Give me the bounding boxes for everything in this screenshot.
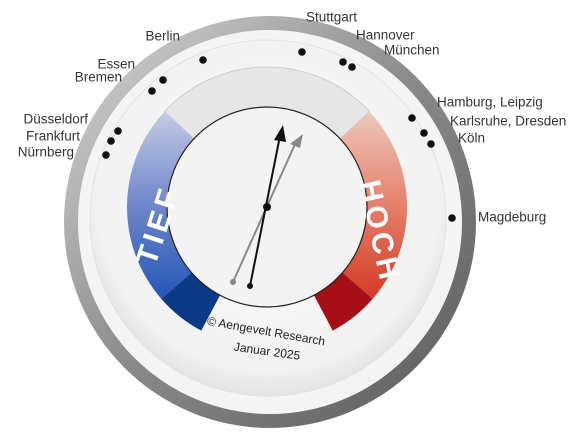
city-label: Stuttgart (306, 10, 357, 25)
city-dot (148, 87, 156, 95)
city-dot (427, 140, 435, 148)
city-dot (114, 127, 122, 135)
city-dot (298, 48, 306, 56)
city-label: Frankfurt (26, 129, 80, 144)
city-label: Düsseldorf (23, 112, 88, 127)
needle-previous-end (230, 279, 236, 285)
city-dot (199, 56, 207, 64)
city-dot (107, 137, 115, 145)
pivot (263, 203, 271, 211)
city-label: Hannover (356, 28, 415, 43)
city-label: Bremen (75, 70, 122, 85)
city-dot (448, 214, 456, 222)
needle-current-end (247, 283, 253, 289)
city-dot (159, 76, 167, 84)
city-label: Karlsruhe, Dresden (450, 114, 566, 129)
city-label: München (384, 43, 440, 58)
city-label: Nürnberg (18, 145, 74, 160)
city-dot (420, 129, 428, 137)
city-label: Hamburg, Leipzig (437, 95, 543, 110)
city-label: Köln (458, 131, 485, 146)
city-dot (339, 58, 347, 66)
gauge-diagram: TIEF HOCH © Aengevelt Research Januar 20… (0, 0, 585, 436)
city-label: Magdeburg (478, 210, 546, 225)
city-dot (102, 151, 110, 159)
city-label: Berlin (145, 29, 180, 44)
city-dot (408, 114, 416, 122)
city-dot (348, 63, 356, 71)
